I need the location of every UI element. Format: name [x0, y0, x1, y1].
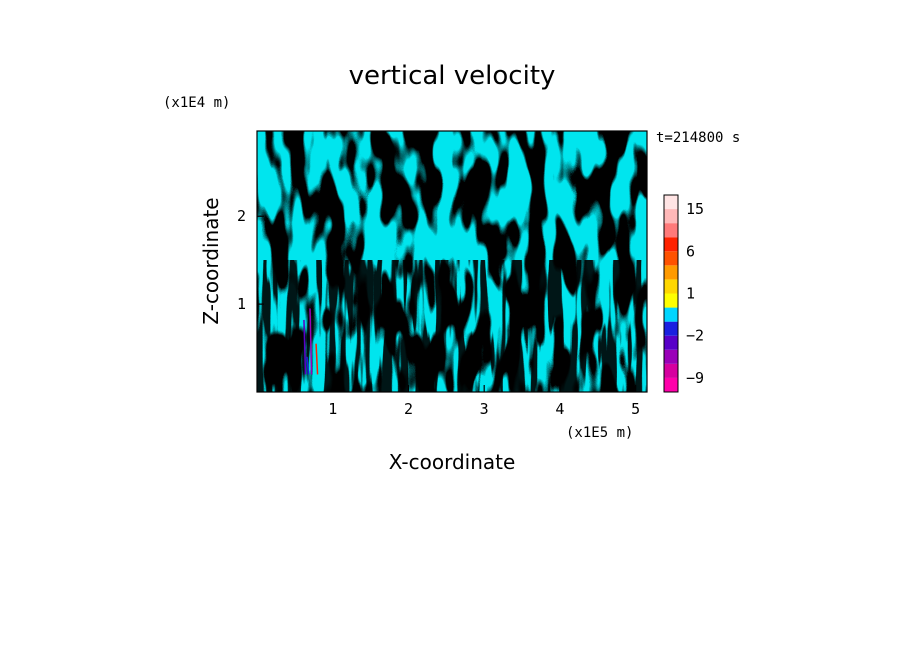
plume-streaks: [303, 308, 319, 375]
x-axis-unit: (x1E5 m): [566, 425, 633, 441]
colorbar-tick-label: 1: [686, 285, 695, 303]
colorbar-segment: [664, 237, 678, 252]
colorbar-frame: [663, 194, 679, 393]
colorbar-segment: [664, 321, 678, 336]
colorbar-tick-label: 15: [686, 200, 704, 218]
colorbar-segment: [664, 223, 678, 238]
x-axis: 1 2 3 4 5: [328, 385, 640, 418]
colorbar-segment: [664, 279, 678, 294]
plume-streak: [315, 343, 319, 375]
time-label: t=214800 s: [656, 130, 740, 146]
colorbar: 15 6 1 −2 −9: [663, 194, 704, 393]
positive-velocity-streaks: [257, 260, 647, 392]
colorbar-tick-label: 6: [686, 242, 695, 260]
plume-streak: [306, 356, 310, 375]
colorbar-tick-label: −9: [686, 369, 704, 387]
x-tick-label: 1: [328, 400, 337, 418]
colorbar-segment: [664, 377, 678, 392]
colorbar-segment: [664, 335, 678, 350]
y-tick-label: 2: [237, 207, 246, 225]
plot-frame: [256, 130, 648, 393]
colorbar-tick-label: −2: [686, 327, 704, 345]
x-tick-label: 4: [555, 400, 564, 418]
colorbar-segment: [664, 307, 678, 322]
y-axis-unit: (x1E4 m): [163, 95, 230, 111]
x-tick-label: 5: [631, 400, 640, 418]
y-tick-label: 1: [237, 295, 246, 313]
x-tick-label: 3: [480, 400, 489, 418]
colorbar-segment: [664, 363, 678, 378]
colorbar-segment: [664, 195, 678, 210]
chart-title: vertical velocity: [349, 61, 556, 91]
y-axis-label: Z-coordinate: [199, 197, 223, 324]
plume-streak: [303, 319, 307, 375]
colorbar-segment: [664, 265, 678, 280]
plot-area: [257, 131, 647, 392]
colorbar-segment: [664, 209, 678, 224]
x-tick-label: 2: [404, 400, 413, 418]
x-axis-label: X-coordinate: [389, 450, 516, 474]
colorbar-segment: [664, 349, 678, 364]
colorbar-segment: [664, 251, 678, 266]
plume-streak: [309, 308, 313, 375]
colorbar-segment: [664, 293, 678, 308]
y-axis: 12: [237, 207, 264, 313]
